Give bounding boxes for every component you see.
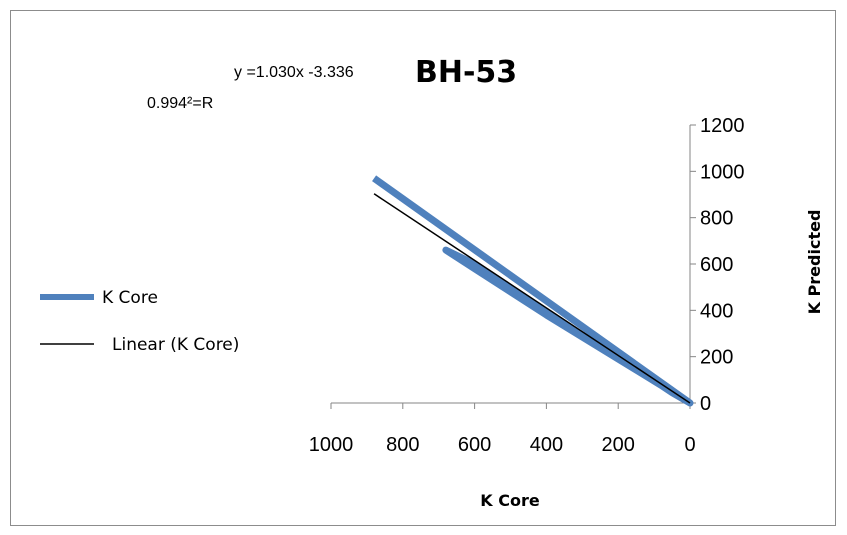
x-tick-label: 0	[684, 434, 695, 456]
ticks-layer: 1000 800 600 400 200 00 200 400 600 800 1000 1200	[309, 115, 745, 456]
x-tick-label: 200	[602, 434, 635, 456]
y-tick-label: 200	[700, 347, 733, 369]
y-axis-label: K Predicted	[805, 210, 824, 315]
y-tick-label: 600	[700, 254, 733, 276]
y-tick-label: 0	[700, 393, 711, 415]
x-tick-label: 1000	[309, 434, 354, 456]
trendline-equation: y =1.030x -3.336	[234, 64, 354, 81]
legend-label-linear: Linear (K Core)	[112, 335, 239, 355]
series-line-linear-trend	[373, 193, 691, 404]
x-tick-label: 400	[530, 434, 563, 456]
legend: K Core Linear (K Core)	[40, 288, 239, 355]
r-squared-label: 0.994²=R	[147, 95, 213, 112]
chart-title: BH-53	[415, 55, 517, 90]
y-tick-label: 1200	[700, 115, 745, 137]
x-tick-label: 800	[386, 434, 419, 456]
legend-label-k-core: K Core	[102, 288, 158, 308]
x-axis-label: K Core	[480, 491, 540, 510]
x-tick-label: 600	[458, 434, 491, 456]
series-line-k-core	[372, 175, 694, 407]
y-tick-label: 1000	[700, 161, 745, 183]
series-layer	[372, 175, 694, 407]
y-tick-label: 800	[700, 208, 733, 230]
y-tick-label: 400	[700, 300, 733, 322]
chart-frame	[10, 10, 836, 526]
